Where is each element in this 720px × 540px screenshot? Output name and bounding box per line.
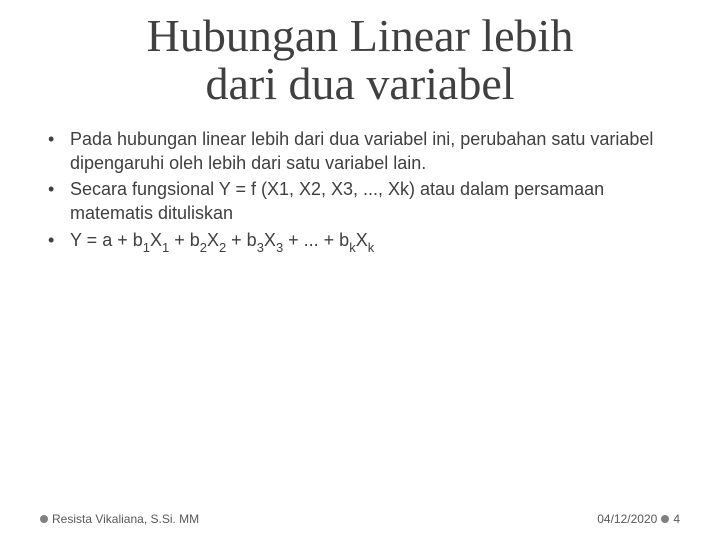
bullet-item: • Pada hubungan linear lebih dari dua va… [46, 127, 680, 176]
footer-left: Resista Vikaliana, S.Si. MM [40, 512, 199, 526]
eq-sub: 3 [276, 240, 283, 255]
eq-plus: + b [169, 230, 200, 250]
eq-prefix: Y = a + b [70, 230, 143, 250]
eq-var: X [356, 230, 368, 250]
bullet-marker: • [46, 177, 70, 201]
slide-title: Hubungan Linear lebih dari dua variabel [40, 0, 680, 127]
eq-sub: 1 [143, 240, 150, 255]
eq-sub: 2 [219, 240, 226, 255]
footer-dot-icon [40, 515, 48, 523]
bullet-marker: • [46, 228, 70, 252]
eq-sub: 1 [162, 240, 169, 255]
title-line-1: Hubungan Linear lebih [147, 10, 574, 61]
bullet-item: • Y = a + b1X1 + b2X2 + b3X3 + ... + bkX… [46, 228, 680, 255]
slide-container: Hubungan Linear lebih dari dua variabel … [0, 0, 720, 540]
footer-author: Resista Vikaliana, S.Si. MM [52, 512, 199, 526]
footer-page-number: 4 [673, 512, 680, 526]
equation-text: Y = a + b1X1 + b2X2 + b3X3 + ... + bkXk [70, 228, 680, 255]
footer-dot-icon [661, 515, 669, 523]
eq-plus: + b [226, 230, 257, 250]
bullet-text: Pada hubungan linear lebih dari dua vari… [70, 127, 680, 176]
eq-ellipsis: + ... + b [283, 230, 349, 250]
eq-var: X [150, 230, 162, 250]
bullet-item: • Secara fungsional Y = f (X1, X2, X3, .… [46, 177, 680, 226]
bullet-text: Secara fungsional Y = f (X1, X2, X3, ...… [70, 177, 680, 226]
footer-right: 04/12/2020 4 [597, 512, 680, 526]
slide-footer: Resista Vikaliana, S.Si. MM 04/12/2020 4 [40, 512, 680, 526]
bullet-marker: • [46, 127, 70, 151]
eq-sub: 2 [200, 240, 207, 255]
eq-sub: k [349, 240, 355, 255]
footer-date: 04/12/2020 [597, 512, 657, 526]
eq-sub: k [368, 240, 374, 255]
eq-sub: 3 [257, 240, 264, 255]
eq-var: X [264, 230, 276, 250]
title-line-2: dari dua variabel [205, 58, 514, 109]
eq-var: X [207, 230, 219, 250]
slide-content: • Pada hubungan linear lebih dari dua va… [40, 127, 680, 255]
